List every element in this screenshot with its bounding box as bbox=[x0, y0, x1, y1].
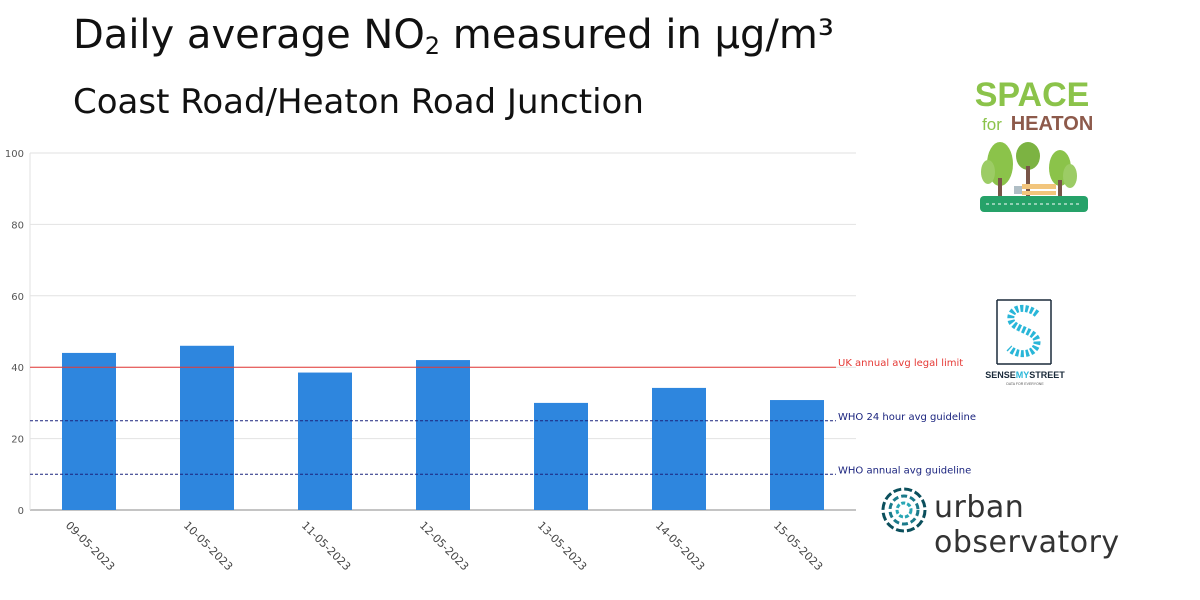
bar bbox=[416, 360, 470, 510]
sensemystreet-logo: SENSEMYSTREET DATA FOR EVERYONE bbox=[985, 299, 1065, 386]
bars bbox=[62, 345, 824, 510]
y-tick-label: 100 bbox=[5, 149, 24, 160]
x-tick-label: 15-05-2023 bbox=[771, 519, 825, 573]
bar bbox=[62, 352, 116, 510]
bar bbox=[770, 400, 824, 510]
y-tick-label: 0 bbox=[18, 506, 24, 517]
sms-wordmark: SENSEMYSTREET bbox=[985, 370, 1065, 380]
reference-line-label: WHO annual avg guideline bbox=[838, 465, 971, 476]
reference-line-label: WHO 24 hour avg guideline bbox=[838, 412, 976, 423]
s-dots-icon bbox=[1006, 304, 1041, 358]
y-tick-label: 80 bbox=[11, 220, 24, 231]
space-for-heaton-logo: SPACE for HEATON bbox=[975, 76, 1094, 212]
x-tick-label: 14-05-2023 bbox=[653, 519, 707, 573]
title-suffix: measured in µg/m³ bbox=[440, 12, 834, 58]
bar bbox=[180, 345, 234, 510]
page-title: Daily average NO2 measured in µg/m³ bbox=[73, 12, 834, 58]
space-logo-line1: SPACE bbox=[975, 76, 1090, 114]
urban-observatory-wordmark: urban observatory bbox=[934, 490, 1120, 560]
x-tick-label: 12-05-2023 bbox=[417, 519, 471, 573]
x-tick-label: 09-05-2023 bbox=[63, 519, 117, 573]
bar bbox=[534, 402, 588, 510]
x-tick-label: 10-05-2023 bbox=[181, 519, 235, 573]
y-tick-label: 60 bbox=[11, 292, 24, 303]
page-subtitle: Coast Road/Heaton Road Junction bbox=[73, 82, 644, 122]
title-prefix: Daily average NO bbox=[73, 12, 425, 58]
bar bbox=[652, 387, 706, 510]
urban-observatory-icon bbox=[881, 487, 927, 533]
urban-observatory-logo: urban observatory bbox=[878, 482, 1178, 560]
trees-icon bbox=[981, 142, 1077, 196]
y-tick-label: 20 bbox=[11, 435, 24, 446]
y-tick-label: 40 bbox=[11, 363, 24, 374]
reference-line-label: UK annual avg legal limit bbox=[838, 358, 963, 369]
sms-tagline: DATA FOR EVERYONE bbox=[1006, 382, 1044, 386]
title-subscript: 2 bbox=[424, 32, 441, 60]
x-tick-label: 11-05-2023 bbox=[299, 519, 353, 573]
reference-lines: UK annual avg legal limit WHO 24 hour avg… bbox=[30, 358, 976, 476]
bar bbox=[298, 372, 352, 510]
space-logo-heaton: HEATON bbox=[1011, 113, 1094, 135]
x-tick-label: 13-05-2023 bbox=[535, 519, 589, 573]
path-icon bbox=[980, 196, 1088, 212]
space-logo-for: for bbox=[982, 115, 1002, 134]
